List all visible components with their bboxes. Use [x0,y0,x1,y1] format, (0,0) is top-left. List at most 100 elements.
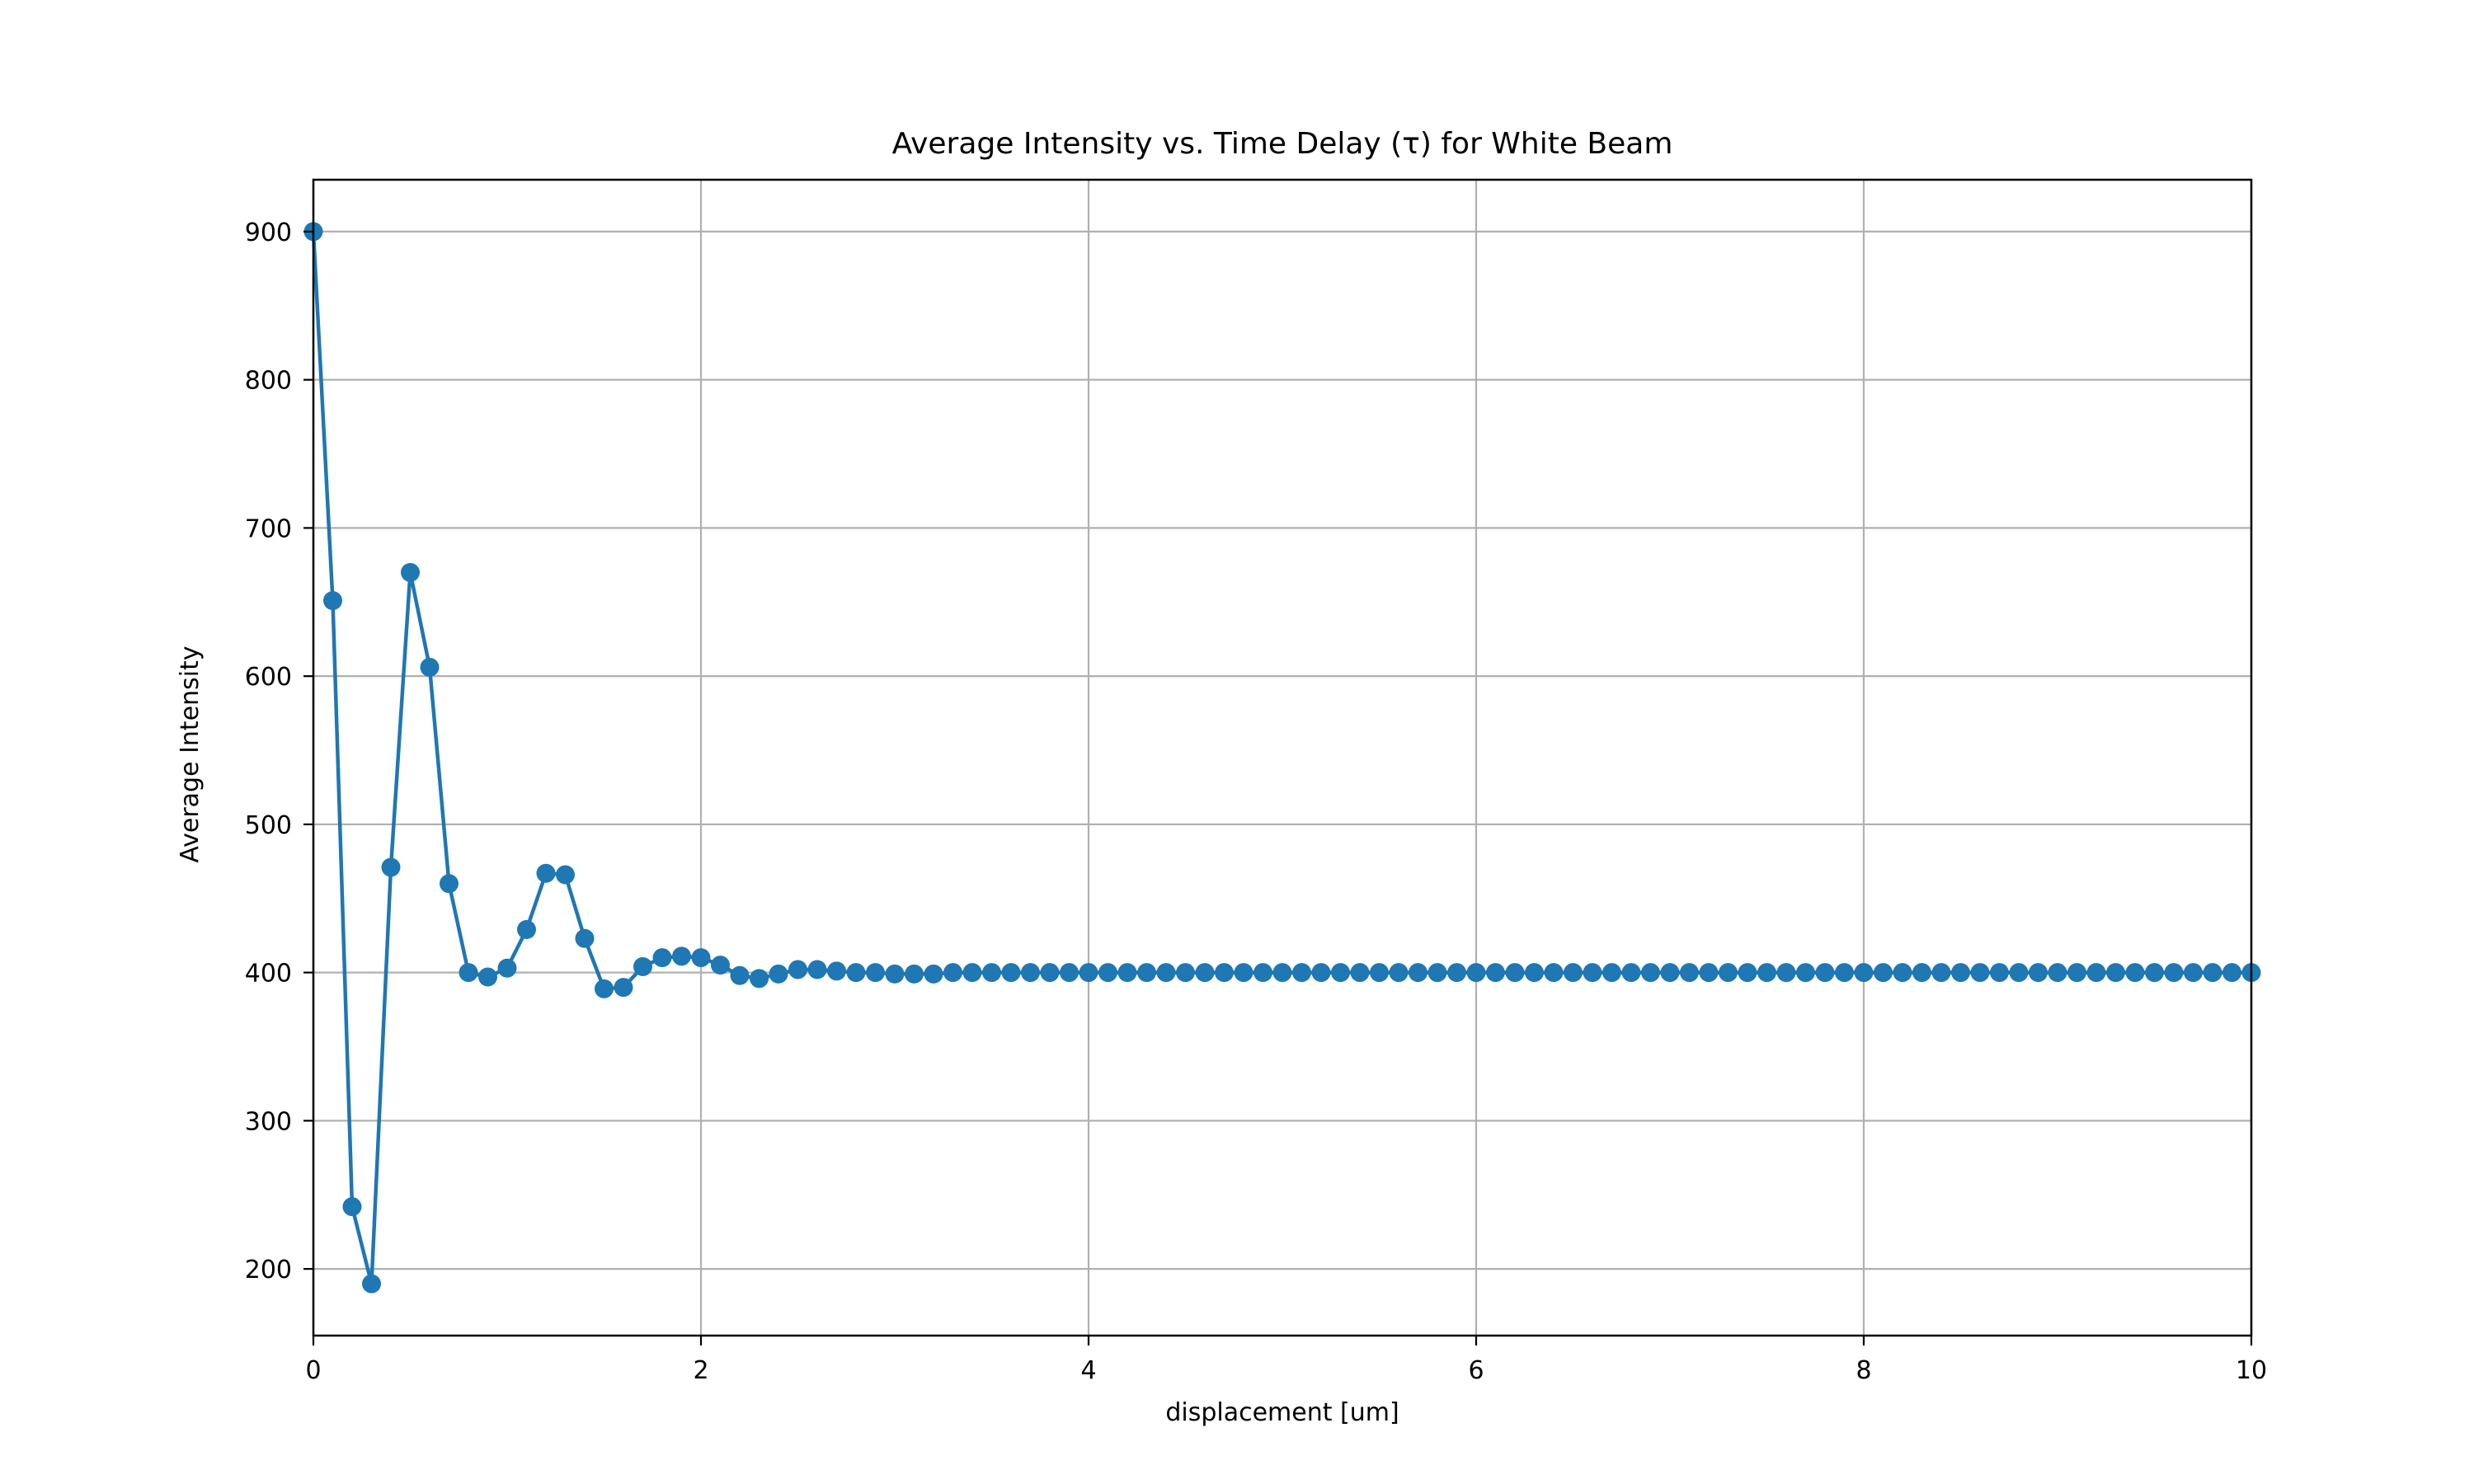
data-point [962,963,982,983]
data-point [1660,963,1680,983]
data-point [556,865,575,885]
data-point [1137,963,1156,983]
data-point [440,874,459,894]
data-point [711,956,730,975]
data-point [1409,963,1427,983]
x-tick-label: 8 [1856,1356,1871,1385]
data-point [691,948,711,968]
y-tick-label: 200 [245,1256,292,1284]
data-point [1040,963,1060,983]
data-point [1931,963,1951,983]
chart-title: Average Intensity vs. Time Delay (τ) for… [892,127,1673,161]
data-point [323,590,342,610]
data-point [2086,963,2106,983]
y-tick-label: 700 [245,514,292,543]
data-point [2009,963,2029,983]
data-point [517,920,536,940]
data-point [769,964,788,984]
data-point [652,948,672,968]
x-tick-label: 10 [2236,1356,2267,1385]
data-point [1796,963,1815,983]
y-tick-label: 500 [245,811,292,840]
data-point [2222,963,2241,983]
data-point [478,967,497,987]
y-tick-label: 800 [245,367,292,396]
data-point [750,969,769,989]
data-point [362,1274,381,1294]
data-point [2145,963,2164,983]
y-tick-label: 900 [245,218,292,247]
data-point [1854,963,1874,983]
data-point [1835,963,1854,983]
data-point [1699,963,1719,983]
x-tick-label: 6 [1468,1356,1484,1385]
data-point [2029,963,2048,983]
data-point [1079,963,1098,983]
data-point [1272,963,1292,983]
data-point [1680,963,1699,983]
data-point [1389,963,1409,983]
data-point [1951,963,1970,983]
data-point [1893,963,1912,983]
data-point [807,960,827,979]
data-point [672,946,691,966]
data-point [1253,963,1272,983]
data-point [943,963,962,983]
data-point [1621,963,1641,983]
data-point [2125,963,2145,983]
data-point [905,964,924,984]
data-point [614,978,633,998]
data-point [982,963,1001,983]
data-point [1234,963,1253,983]
data-point [1564,963,1583,983]
data-point [633,956,652,976]
data-point [459,963,478,983]
data-point [1466,963,1486,983]
data-point [1001,963,1021,983]
y-tick-label: 300 [245,1107,292,1136]
data-point [1970,963,1990,983]
data-point [536,863,556,883]
data-point [1156,963,1176,983]
data-point [342,1197,362,1217]
data-point [885,964,905,984]
data-point [497,958,517,978]
data-point [2067,963,2086,983]
data-point [866,963,885,983]
data-point [1021,963,1040,983]
data-point [1176,963,1195,983]
data-point [1602,963,1621,983]
data-point [1486,963,1505,983]
data-point [1757,963,1776,983]
data-point [2048,963,2067,983]
data-point [1350,963,1370,983]
data-point [1311,963,1331,983]
data-point [1427,963,1447,983]
data-point [1525,963,1544,983]
axes: 0 2 4 6 8 10 200 300 400 500 600 700 800 900 [245,178,2267,1385]
data-point [1874,963,1893,983]
data-point [1215,963,1234,983]
data-point [827,961,846,981]
x-tick-label: 4 [1080,1356,1096,1385]
data-point [1117,963,1137,983]
data-point [1292,963,1311,983]
data-point [1060,963,1079,983]
data-point [401,562,420,582]
data-point [1912,963,1931,983]
data-point [575,928,595,948]
plot-frame [312,178,2253,1337]
data-point [1195,963,1215,983]
data-point [1719,963,1738,983]
data-point [595,979,614,998]
x-tick-label: 2 [693,1356,708,1385]
data-point [1641,963,1660,983]
data-point [1815,963,1835,983]
data-point [788,960,807,979]
data-point [1544,963,1564,983]
data-point [1331,963,1350,983]
y-tick-label: 600 [245,663,292,692]
data-point [1370,963,1389,983]
